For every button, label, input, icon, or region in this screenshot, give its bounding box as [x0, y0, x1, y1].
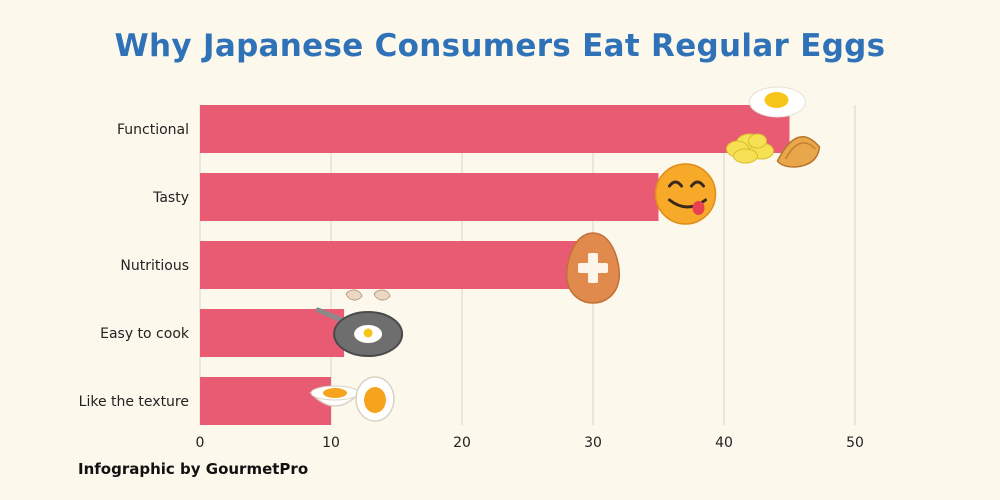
scrambled-egg: [748, 133, 767, 149]
egg-with-plus-icon: [565, 232, 621, 304]
category-label: Nutritious: [120, 258, 189, 274]
eggshell-piece: [373, 289, 391, 301]
bar: [200, 309, 345, 357]
eggshell-piece: [345, 289, 363, 301]
category-label: Easy to cook: [100, 326, 190, 342]
x-tick-label: 10: [322, 435, 340, 451]
boiled-egg-halves-icon: [309, 376, 395, 422]
smiling-face-tongue-icon: [654, 163, 717, 225]
category-label: Like the texture: [79, 394, 189, 410]
x-tick-label: 30: [584, 435, 602, 451]
egg-yolk: [363, 328, 373, 338]
bar: [200, 241, 593, 289]
x-tick-label: 40: [715, 435, 733, 451]
chart-title: Why Japanese Consumers Eat Regular Eggs: [114, 28, 886, 64]
category-label: Functional: [117, 122, 189, 138]
plus-horizontal: [578, 263, 608, 273]
egg-yolk: [323, 388, 347, 398]
right-eye: [690, 180, 705, 188]
category-label: Tasty: [152, 190, 189, 206]
x-tick-label: 20: [453, 435, 471, 451]
fried-egg-scrambled-omelette-icon: [726, 86, 821, 168]
frying-pan-egg-icon: [315, 289, 404, 357]
face: [654, 163, 717, 225]
scrambled-egg: [733, 148, 758, 164]
egg-yolk: [364, 387, 386, 413]
bar: [200, 377, 331, 425]
x-tick-label: 0: [196, 435, 205, 451]
x-tick-label: 50: [846, 435, 864, 451]
omelette-fold: [784, 142, 817, 160]
egg-yolk: [764, 92, 789, 108]
mouth: [668, 198, 707, 209]
bar: [200, 173, 659, 221]
left-eye: [668, 180, 683, 188]
bar: [200, 105, 790, 153]
tongue: [692, 201, 705, 215]
credit-text: Infographic by GourmetPro: [78, 460, 309, 478]
